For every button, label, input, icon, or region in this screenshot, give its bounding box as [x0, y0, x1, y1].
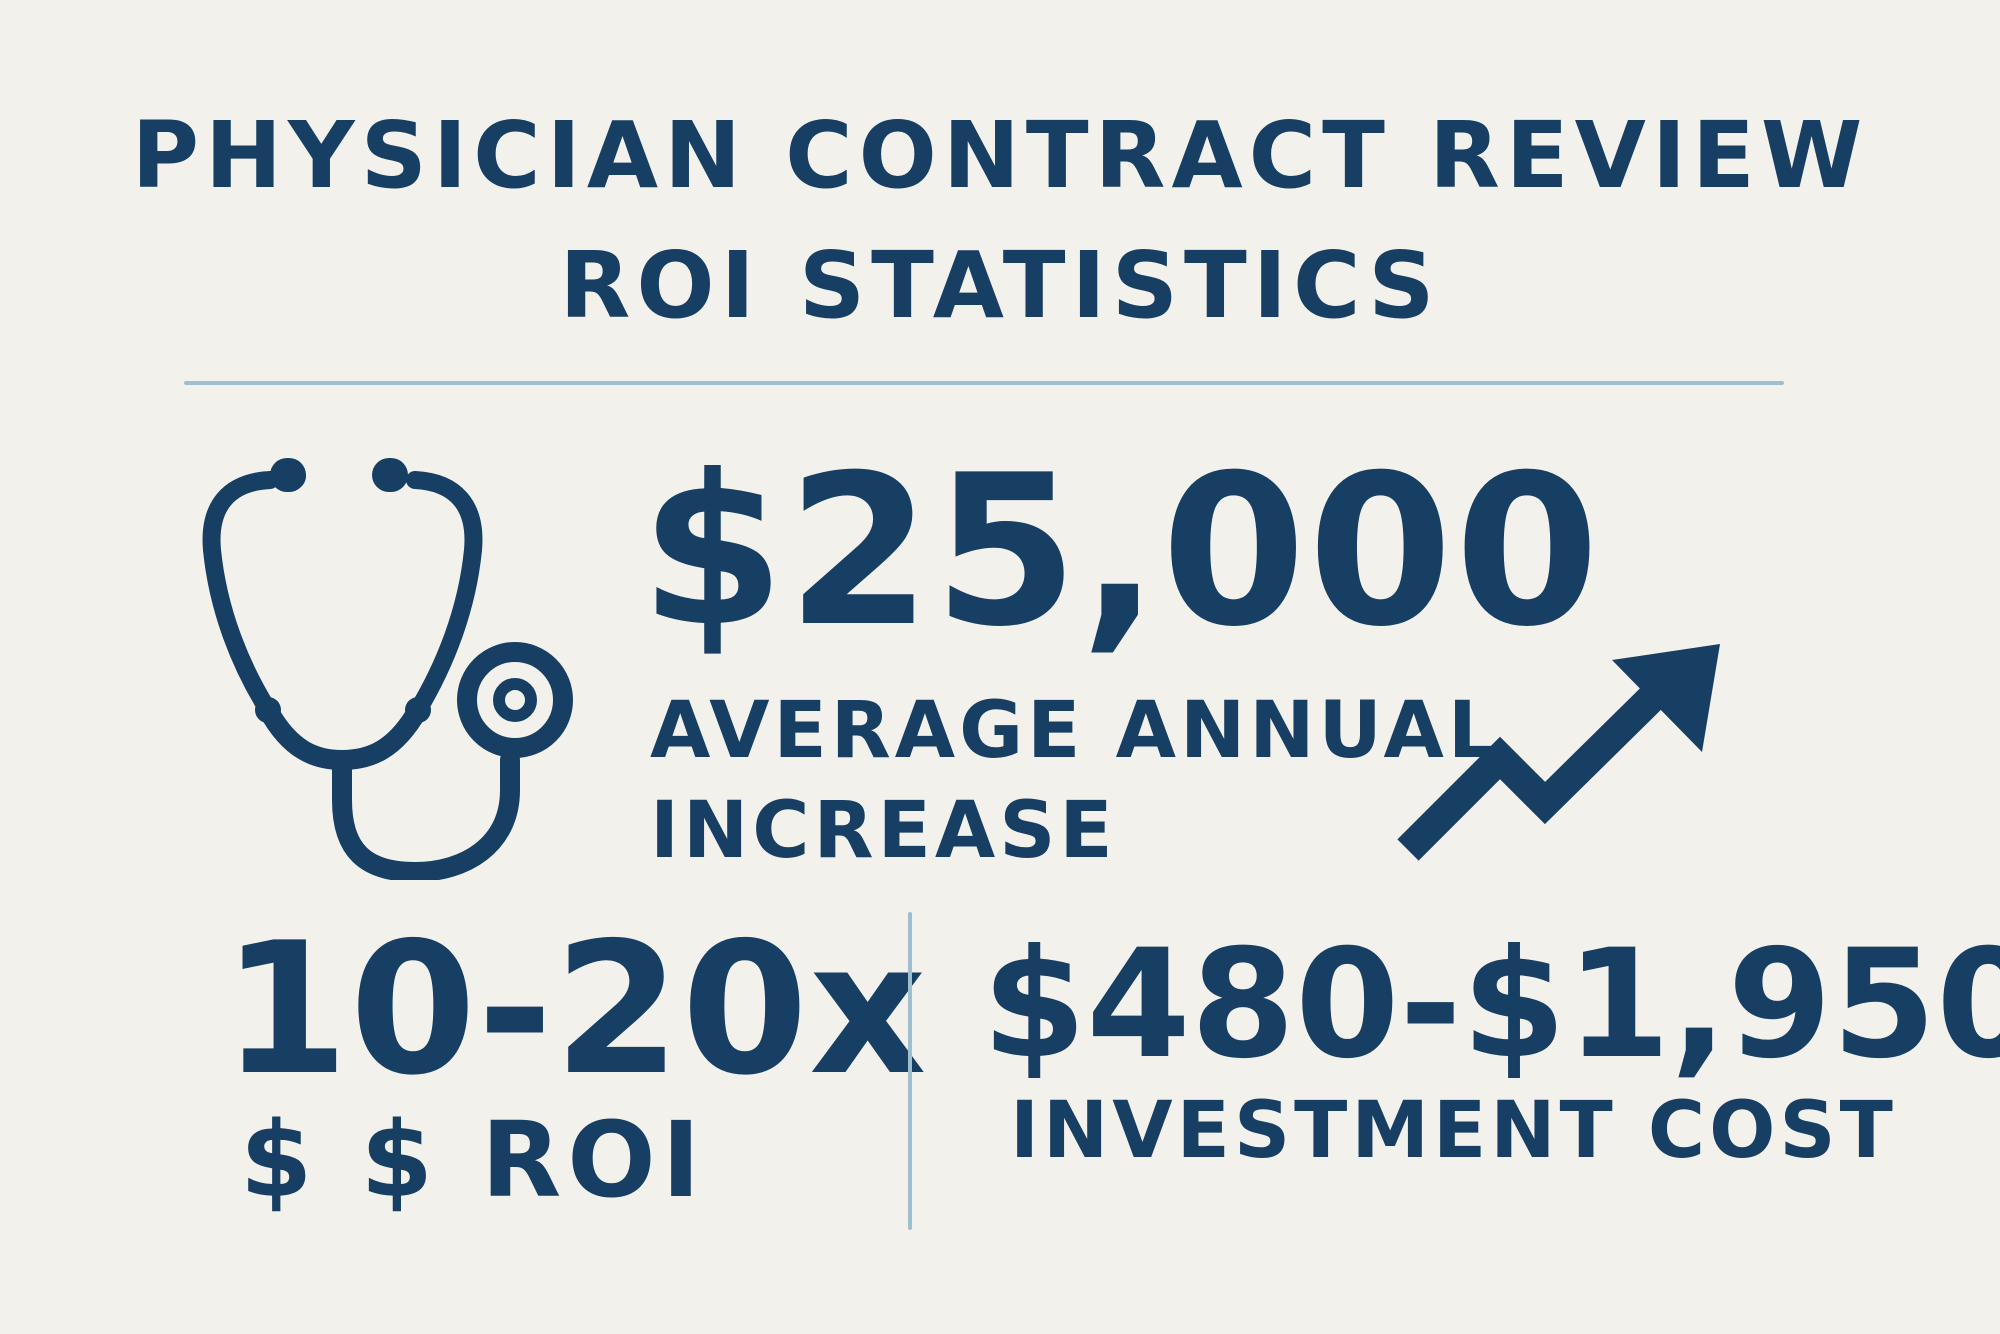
trend-up-arrow-icon: [1397, 644, 1720, 861]
roi-multiple-value: 10-20x: [222, 903, 928, 1115]
page-title-line-2: ROI STATISTICS: [559, 232, 1441, 339]
investment-cost-label: INVESTMENT COST: [1010, 1086, 1897, 1176]
average-increase-label-line-1: AVERAGE ANNUAL: [650, 686, 1502, 776]
investment-cost-value: $480-$1,950: [982, 918, 2000, 1092]
roi-label: $ $ ROI: [240, 1099, 707, 1221]
title-divider: [184, 381, 1784, 385]
stethoscope-icon: [202, 458, 573, 880]
page-title-line-1: PHYSICIAN CONTRACT REVIEW: [131, 102, 1869, 209]
average-increase-label-line-2: INCREASE: [650, 785, 1117, 876]
average-increase-label: AVERAGE ANNUAL INCREASE: [650, 682, 1502, 882]
average-increase-value: $25,000: [640, 431, 1602, 673]
stats-divider: [908, 912, 912, 1230]
